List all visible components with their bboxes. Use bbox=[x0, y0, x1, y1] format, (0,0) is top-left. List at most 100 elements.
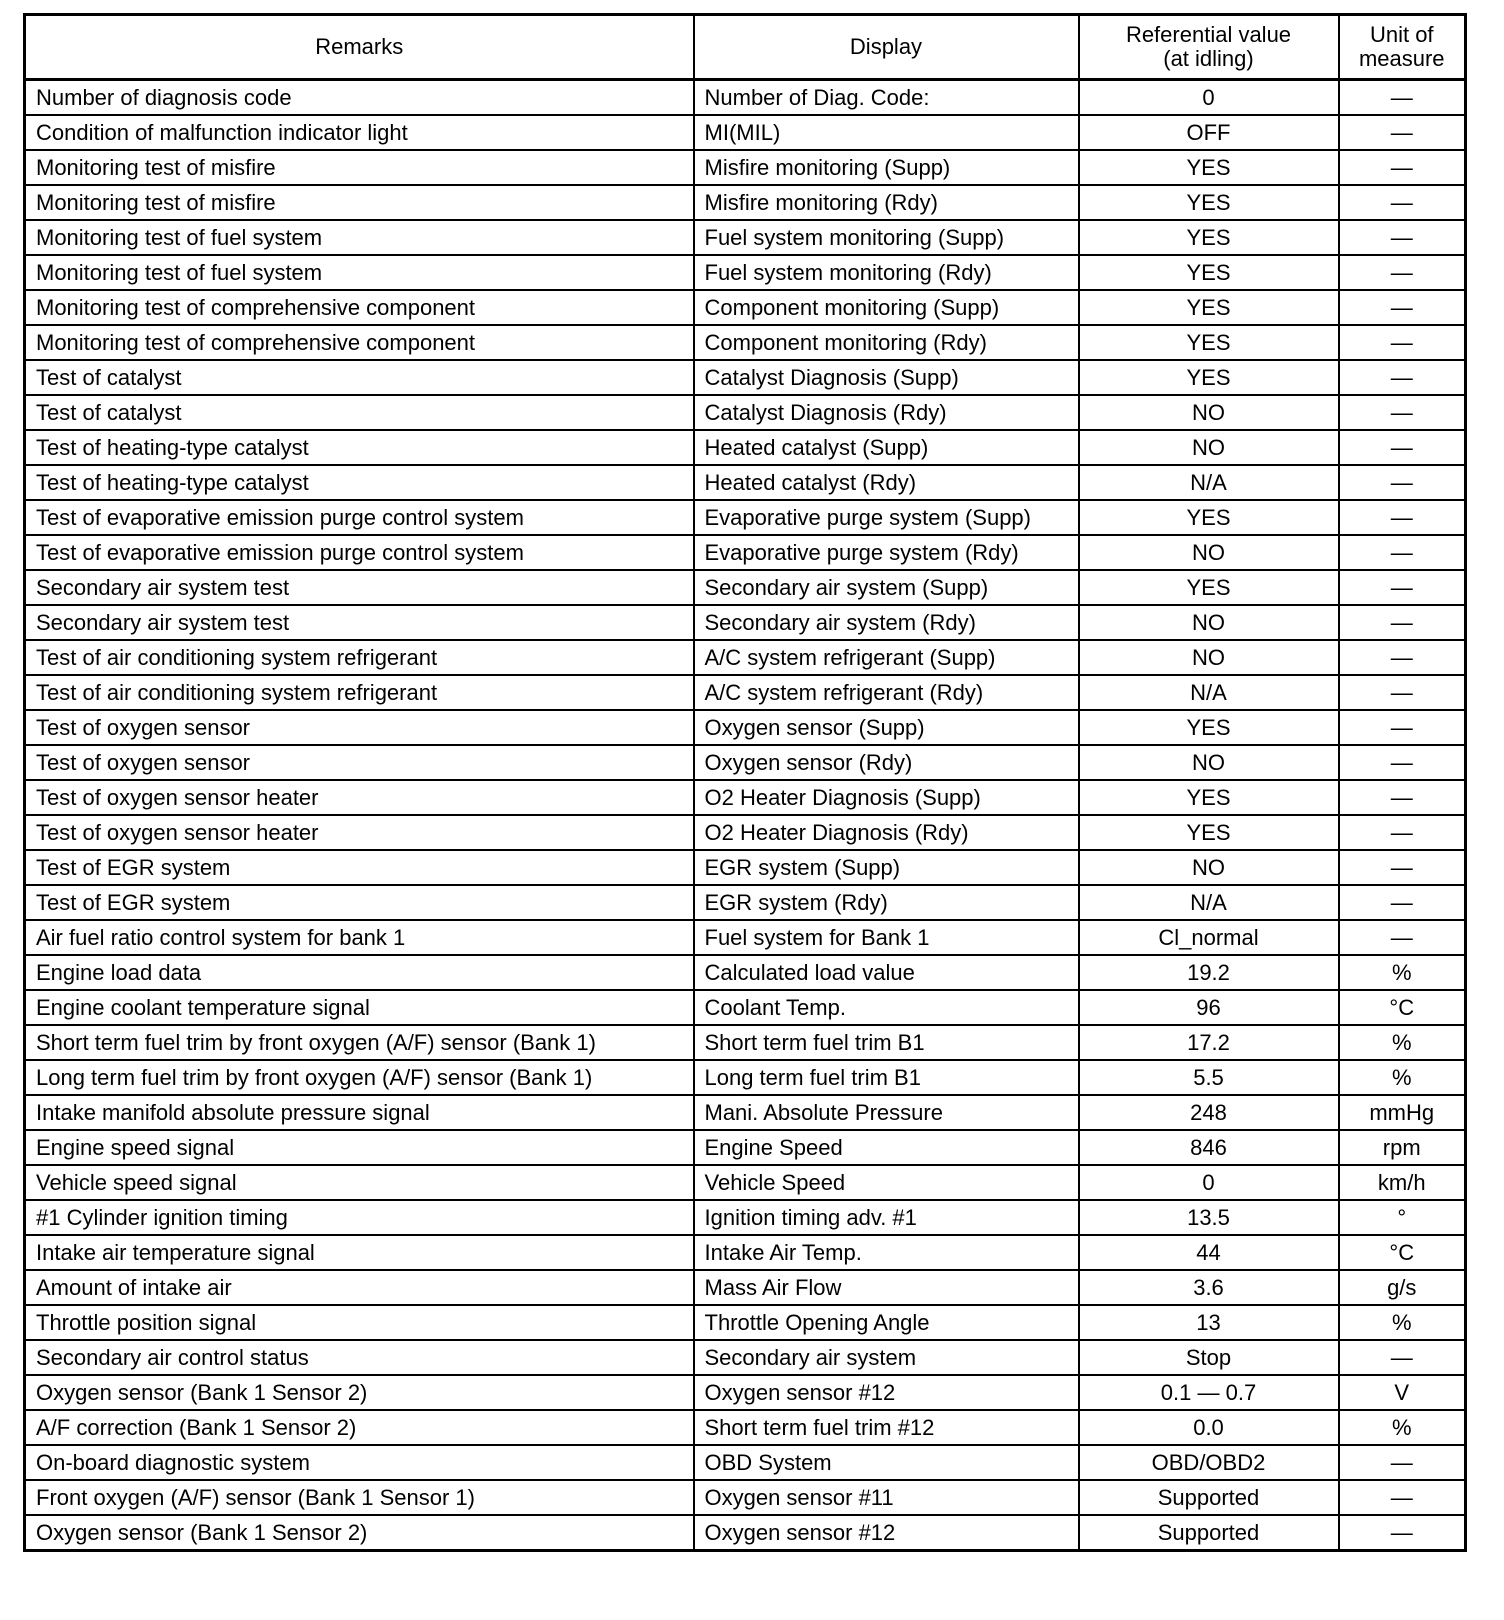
table-row: Engine load data Calculated load value 19.… bbox=[23, 954, 1467, 991]
table-row: Oxygen sensor (Bank 1 Sensor 2) Oxygen se… bbox=[23, 1374, 1467, 1411]
header-unit-line2: measure bbox=[1358, 46, 1445, 71]
cell-display: Secondary air system (Supp) bbox=[692, 569, 1080, 606]
cell-referential-value: 5.5 bbox=[1077, 1059, 1340, 1096]
table-row: A/F correction (Bank 1 Sensor 2) Short te… bbox=[23, 1409, 1467, 1446]
cell-remarks: Secondary air control status bbox=[23, 1339, 695, 1376]
cell-referential-value: OFF bbox=[1077, 114, 1340, 151]
cell-display: MI(MIL) bbox=[692, 114, 1080, 151]
table-row: Amount of intake air Mass Air Flow 3.6 g/s bbox=[23, 1269, 1467, 1306]
cell-unit: % bbox=[1337, 1304, 1467, 1341]
cell-remarks: Monitoring test of fuel system bbox=[23, 219, 695, 256]
cell-display: Engine Speed bbox=[692, 1129, 1080, 1166]
table-row: Monitoring test of comprehensive compone… bbox=[23, 289, 1467, 326]
cell-remarks: Secondary air system test bbox=[23, 604, 695, 641]
cell-remarks: Test of EGR system bbox=[23, 884, 695, 921]
table-row: Test of air conditioning system refriger… bbox=[23, 639, 1467, 676]
cell-remarks: A/F correction (Bank 1 Sensor 2) bbox=[23, 1409, 695, 1446]
cell-unit: V bbox=[1337, 1374, 1467, 1411]
header-ref-line2: (at idling) bbox=[1163, 46, 1254, 71]
table-row: Test of catalyst Catalyst Diagnosis (Rdy)… bbox=[23, 394, 1467, 431]
cell-referential-value: 0.1 — 0.7 bbox=[1077, 1374, 1340, 1411]
cell-referential-value: 0 bbox=[1077, 1164, 1340, 1201]
cell-unit: — bbox=[1337, 78, 1467, 116]
cell-remarks: Throttle position signal bbox=[23, 1304, 695, 1341]
cell-referential-value: YES bbox=[1077, 569, 1340, 606]
table-row: Test of heating-type catalyst Heated cata… bbox=[23, 464, 1467, 501]
cell-display: Misfire monitoring (Rdy) bbox=[692, 184, 1080, 221]
table-row: Monitoring test of fuel system Fuel syste… bbox=[23, 219, 1467, 256]
cell-unit: rpm bbox=[1337, 1129, 1467, 1166]
cell-unit: — bbox=[1337, 429, 1467, 466]
cell-display: Oxygen sensor #12 bbox=[692, 1514, 1080, 1552]
cell-remarks: Condition of malfunction indicator light bbox=[23, 114, 695, 151]
cell-remarks: Engine coolant temperature signal bbox=[23, 989, 695, 1026]
cell-unit: mmHg bbox=[1337, 1094, 1467, 1131]
cell-referential-value: 3.6 bbox=[1077, 1269, 1340, 1306]
cell-remarks: Test of evaporative emission purge contr… bbox=[23, 534, 695, 571]
cell-referential-value: NO bbox=[1077, 849, 1340, 886]
cell-unit: — bbox=[1337, 569, 1467, 606]
cell-display: Coolant Temp. bbox=[692, 989, 1080, 1026]
cell-unit: — bbox=[1337, 1514, 1467, 1552]
cell-referential-value: NO bbox=[1077, 639, 1340, 676]
cell-display: A/C system refrigerant (Supp) bbox=[692, 639, 1080, 676]
cell-display: EGR system (Supp) bbox=[692, 849, 1080, 886]
cell-unit: — bbox=[1337, 779, 1467, 816]
cell-referential-value: NO bbox=[1077, 394, 1340, 431]
cell-remarks: Test of EGR system bbox=[23, 849, 695, 886]
table-row: Secondary air system test Secondary air s… bbox=[23, 569, 1467, 606]
cell-display: Component monitoring (Rdy) bbox=[692, 324, 1080, 361]
cell-remarks: Long term fuel trim by front oxygen (A/F… bbox=[23, 1059, 695, 1096]
table-row: #1 Cylinder ignition timing Ignition timi… bbox=[23, 1199, 1467, 1236]
cell-referential-value: YES bbox=[1077, 219, 1340, 256]
cell-unit: — bbox=[1337, 1339, 1467, 1376]
cell-referential-value: YES bbox=[1077, 779, 1340, 816]
table-row: Test of air conditioning system refriger… bbox=[23, 674, 1467, 711]
table-row: Oxygen sensor (Bank 1 Sensor 2) Oxygen se… bbox=[23, 1514, 1467, 1552]
cell-unit: — bbox=[1337, 1444, 1467, 1481]
cell-remarks: Engine speed signal bbox=[23, 1129, 695, 1166]
cell-display: Heated catalyst (Supp) bbox=[692, 429, 1080, 466]
cell-remarks: Test of heating-type catalyst bbox=[23, 464, 695, 501]
table-row: Intake manifold absolute pressure signal… bbox=[23, 1094, 1467, 1131]
cell-display: Number of Diag. Code: bbox=[692, 78, 1080, 116]
cell-referential-value: NO bbox=[1077, 744, 1340, 781]
header-unit-line1: Unit of bbox=[1369, 22, 1434, 47]
cell-remarks: Intake manifold absolute pressure signal bbox=[23, 1094, 695, 1131]
cell-referential-value: 0 bbox=[1077, 78, 1340, 116]
cell-remarks: Front oxygen (A/F) sensor (Bank 1 Sensor… bbox=[23, 1479, 695, 1516]
cell-remarks: Vehicle speed signal bbox=[23, 1164, 695, 1201]
cell-referential-value: YES bbox=[1077, 289, 1340, 326]
table-row: Front oxygen (A/F) sensor (Bank 1 Sensor… bbox=[23, 1479, 1467, 1516]
cell-remarks: Test of evaporative emission purge contr… bbox=[23, 499, 695, 536]
cell-unit: — bbox=[1337, 814, 1467, 851]
cell-display: EGR system (Rdy) bbox=[692, 884, 1080, 921]
table-row: Test of evaporative emission purge contr… bbox=[23, 499, 1467, 536]
cell-remarks: Test of catalyst bbox=[23, 359, 695, 396]
cell-remarks: Test of heating-type catalyst bbox=[23, 429, 695, 466]
header-ref-line1: Referential value bbox=[1125, 22, 1292, 47]
cell-display: Catalyst Diagnosis (Rdy) bbox=[692, 394, 1080, 431]
cell-display: Long term fuel trim B1 bbox=[692, 1059, 1080, 1096]
cell-display: Calculated load value bbox=[692, 954, 1080, 991]
cell-display: Evaporative purge system (Supp) bbox=[692, 499, 1080, 536]
cell-display: OBD System bbox=[692, 1444, 1080, 1481]
cell-display: Short term fuel trim #12 bbox=[692, 1409, 1080, 1446]
cell-display: Heated catalyst (Rdy) bbox=[692, 464, 1080, 501]
cell-unit: °C bbox=[1337, 989, 1467, 1026]
cell-display: O2 Heater Diagnosis (Rdy) bbox=[692, 814, 1080, 851]
cell-referential-value: Stop bbox=[1077, 1339, 1340, 1376]
cell-referential-value: 13 bbox=[1077, 1304, 1340, 1341]
table-row: Throttle position signal Throttle Opening… bbox=[23, 1304, 1467, 1341]
cell-remarks: #1 Cylinder ignition timing bbox=[23, 1199, 695, 1236]
cell-display: A/C system refrigerant (Rdy) bbox=[692, 674, 1080, 711]
cell-referential-value: YES bbox=[1077, 149, 1340, 186]
cell-display: Fuel system monitoring (Rdy) bbox=[692, 254, 1080, 291]
cell-remarks: Short term fuel trim by front oxygen (A/… bbox=[23, 1024, 695, 1061]
table-row: Short term fuel trim by front oxygen (A/… bbox=[23, 1024, 1467, 1061]
table-row: Engine speed signal Engine Speed 846 rpm bbox=[23, 1129, 1467, 1166]
table-row: Engine coolant temperature signal Coolant… bbox=[23, 989, 1467, 1026]
cell-unit: g/s bbox=[1337, 1269, 1467, 1306]
cell-referential-value: N/A bbox=[1077, 464, 1340, 501]
cell-unit: — bbox=[1337, 219, 1467, 256]
